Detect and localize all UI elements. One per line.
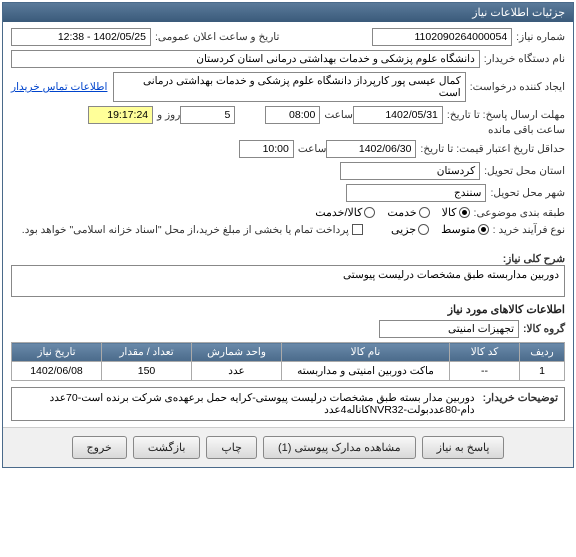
th-name: نام کالا xyxy=(282,343,450,362)
announce-label: تاریخ و ساعت اعلان عمومی: xyxy=(155,31,279,43)
row-min-valid: حداقل تاریخ اعتبار قیمت: تا تاریخ: 1402/… xyxy=(11,140,565,158)
row-category: طبقه بندی موضوعی: کالا خدمت کالا/خدمت xyxy=(11,206,565,219)
row-creator: ایجاد کننده درخواست: کمال عیسی پور کارپر… xyxy=(11,72,565,102)
deadline-time-field: 08:00 xyxy=(265,106,320,124)
need-no-label: شماره نیاز: xyxy=(516,31,565,43)
table-header-row: ردیف کد کالا نام کالا واحد شمارش تعداد /… xyxy=(12,343,565,362)
gap xyxy=(11,240,565,250)
buyer-label: نام دستگاه خریدار: xyxy=(484,53,565,65)
th-code: کد کالا xyxy=(450,343,520,362)
group-label: گروه کالا: xyxy=(523,323,565,335)
days-label: روز و xyxy=(157,109,180,121)
announce-field: 1402/05/25 - 12:38 xyxy=(11,28,151,46)
cat-radio-3[interactable]: کالا/خدمت xyxy=(315,206,375,219)
row-need-announce: شماره نیاز: 1102090264000054 تاریخ و ساع… xyxy=(11,28,565,46)
cat-opt2-label: خدمت xyxy=(387,206,416,219)
cat-opt1-label: کالا xyxy=(442,206,457,219)
time-label-1: ساعت xyxy=(324,109,353,121)
table-body: 1 -- ماکت دوربین امنیتی و مداربسته عدد 1… xyxy=(12,362,565,381)
th-date: تاریخ نیاز xyxy=(12,343,102,362)
pay-note: پرداخت تمام یا بخشی از مبلغ خرید،از محل … xyxy=(22,224,349,236)
province-label: استان محل تحویل: xyxy=(484,165,565,177)
summary-text: دوربین مداربسته طبق مشخصات درلیست پیوستی xyxy=(11,265,565,297)
td-code: -- xyxy=(450,362,520,381)
print-button[interactable]: چاپ xyxy=(206,436,257,459)
proc-opt1-label: متوسط xyxy=(441,223,476,236)
attachments-button[interactable]: مشاهده مدارک پیوستی (1) xyxy=(263,436,416,459)
items-table: ردیف کد کالا نام کالا واحد شمارش تعداد /… xyxy=(11,342,565,381)
row-province: استان محل تحویل: کردستان xyxy=(11,162,565,180)
remain-label: ساعت باقی مانده xyxy=(488,124,565,136)
deadline-label: مهلت ارسال پاسخ: تا تاریخ: xyxy=(447,109,565,121)
process-radios: متوسط جزیی xyxy=(383,223,489,236)
contact-link[interactable]: اطلاعات تماس خریدار xyxy=(11,81,107,93)
cat-radio-2[interactable]: خدمت xyxy=(387,206,429,219)
category-radios: کالا خدمت کالا/خدمت xyxy=(307,206,469,219)
proc-opt2-label: جزیی xyxy=(391,223,416,236)
th-unit: واحد شمارش xyxy=(192,343,282,362)
panel-body: شماره نیاز: 1102090264000054 تاریخ و ساع… xyxy=(3,22,573,427)
city-field: سنندج xyxy=(346,184,486,202)
group-field: تجهیزات امنیتی xyxy=(379,320,519,338)
row-buyer: نام دستگاه خریدار: دانشگاه علوم پزشکی و … xyxy=(11,50,565,68)
respond-button[interactable]: پاسخ به نیاز xyxy=(422,436,505,459)
buyer-desc-text: دوربین مدار بسته طبق مشخصات درلیست پیوست… xyxy=(18,392,475,416)
min-valid-time-field: 10:00 xyxy=(239,140,294,158)
time-label-2: ساعت xyxy=(298,143,327,155)
table-row: 1 -- ماکت دوربین امنیتی و مداربسته عدد 1… xyxy=(12,362,565,381)
row-process: نوع فرآیند خرید : متوسط جزیی پرداخت تمام… xyxy=(11,223,565,236)
buyer-field: دانشگاه علوم پزشکی و خدمات بهداشتی درمان… xyxy=(11,50,480,68)
proc-radio-1[interactable]: متوسط xyxy=(441,223,489,236)
items-section-title: اطلاعات کالاهای مورد نیاز xyxy=(11,303,565,316)
table-head: ردیف کد کالا نام کالا واحد شمارش تعداد /… xyxy=(12,343,565,362)
td-date: 1402/06/08 xyxy=(12,362,102,381)
deadline-date-field: 1402/05/31 xyxy=(353,106,443,124)
row-deadline: مهلت ارسال پاسخ: تا تاریخ: 1402/05/31 سا… xyxy=(11,106,565,136)
min-valid-date-field: 1402/06/30 xyxy=(326,140,416,158)
row-summary: شرح کلی نیاز: دوربین مداربسته طبق مشخصات… xyxy=(11,250,565,297)
buyer-desc-label: توضیحات خریدار: xyxy=(475,392,558,416)
creator-field: کمال عیسی پور کارپرداز دانشگاه علوم پزشک… xyxy=(113,72,465,102)
creator-label: ایجاد کننده درخواست: xyxy=(470,81,565,93)
proc-radio-2[interactable]: جزیی xyxy=(391,223,429,236)
checkbox-icon xyxy=(352,224,363,235)
button-bar: پاسخ به نیاز مشاهده مدارک پیوستی (1) چاپ… xyxy=(3,427,573,467)
td-name: ماکت دوربین امنیتی و مداربسته xyxy=(282,362,450,381)
buyer-desc-box: توضیحات خریدار: دوربین مدار بسته طبق مشخ… xyxy=(11,387,565,421)
countdown-field: 19:17:24 xyxy=(88,106,153,124)
days-remain-field: 5 xyxy=(180,106,235,124)
th-qty: تعداد / مقدار xyxy=(102,343,192,362)
td-unit: عدد xyxy=(192,362,282,381)
radio-dot-icon xyxy=(459,207,470,218)
min-valid-label: حداقل تاریخ اعتبار قیمت: تا تاریخ: xyxy=(420,143,565,155)
td-qty: 150 xyxy=(102,362,192,381)
row-group: گروه کالا: تجهیزات امنیتی xyxy=(11,320,565,338)
process-label: نوع فرآیند خرید : xyxy=(493,224,565,236)
radio-dot-icon xyxy=(364,207,375,218)
radio-dot-icon xyxy=(418,224,429,235)
pay-checkbox[interactable]: پرداخت تمام یا بخشی از مبلغ خرید،از محل … xyxy=(22,224,363,236)
td-idx: 1 xyxy=(520,362,565,381)
panel-title: جزئیات اطلاعات نیاز xyxy=(3,3,573,22)
summary-label: شرح کلی نیاز: xyxy=(503,250,565,265)
city-label: شهر محل تحویل: xyxy=(490,187,565,199)
radio-dot-icon xyxy=(478,224,489,235)
cat-radio-1[interactable]: کالا xyxy=(442,206,470,219)
radio-dot-icon xyxy=(419,207,430,218)
row-city: شهر محل تحویل: سنندج xyxy=(11,184,565,202)
province-field: کردستان xyxy=(340,162,480,180)
category-label: طبقه بندی موضوعی: xyxy=(474,207,565,219)
exit-button[interactable]: خروج xyxy=(72,436,127,459)
back-button[interactable]: بازگشت xyxy=(133,436,201,459)
th-idx: ردیف xyxy=(520,343,565,362)
need-no-field: 1102090264000054 xyxy=(372,28,512,46)
cat-opt3-label: کالا/خدمت xyxy=(315,206,362,219)
details-panel: جزئیات اطلاعات نیاز شماره نیاز: 11020902… xyxy=(2,2,574,468)
